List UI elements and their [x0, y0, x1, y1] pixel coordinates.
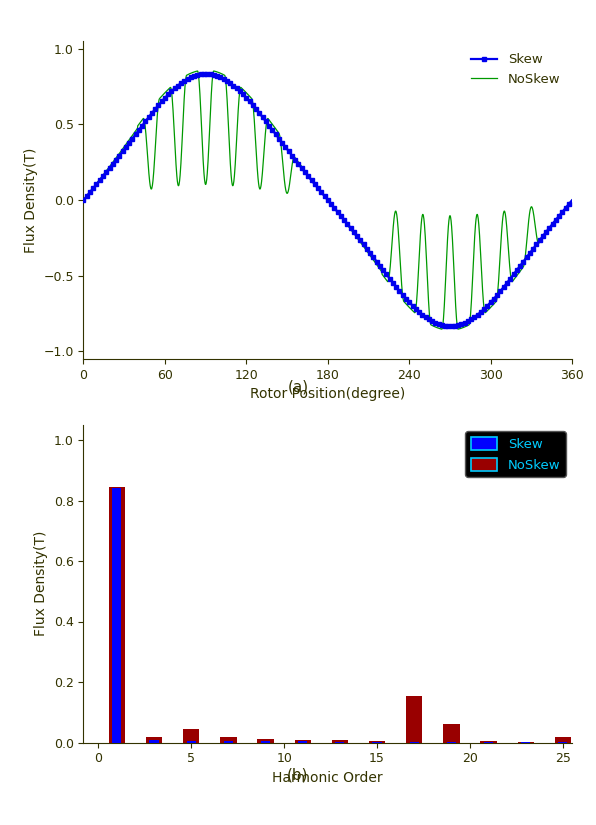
Bar: [108, 487, 125, 742]
Bar: [443, 724, 460, 742]
Skew: [280, 139, 287, 149]
Skew: [184, 74, 191, 84]
Text: (a): (a): [287, 380, 309, 395]
Skew: [263, 117, 270, 127]
NoSkew: [80, 196, 87, 205]
Y-axis label: Flux Density(T): Flux Density(T): [34, 531, 48, 636]
NoSkew: [108, 159, 115, 169]
Line: Skew: Skew: [81, 72, 575, 328]
NoSkew: [282, 183, 289, 193]
Bar: [480, 742, 496, 743]
Bar: [112, 488, 122, 742]
NoSkew: [280, 161, 287, 171]
Skew: [414, 305, 421, 315]
Bar: [224, 742, 233, 743]
X-axis label: Rotor Position(degree): Rotor Position(degree): [250, 387, 405, 401]
Bar: [146, 737, 162, 742]
Bar: [406, 695, 423, 743]
Bar: [369, 742, 385, 743]
Bar: [555, 737, 571, 742]
Bar: [220, 737, 237, 742]
Legend: Skew, NoSkew: Skew, NoSkew: [465, 48, 566, 91]
Legend: Skew, NoSkew: Skew, NoSkew: [465, 431, 566, 477]
NoSkew: [414, 289, 421, 299]
Bar: [187, 742, 196, 743]
NoSkew: [194, 66, 201, 76]
X-axis label: Harmonic Order: Harmonic Order: [272, 771, 383, 785]
Skew: [282, 142, 289, 152]
Skew: [80, 196, 87, 205]
Bar: [332, 740, 348, 742]
Line: NoSkew: NoSkew: [83, 71, 572, 329]
Bar: [298, 742, 308, 743]
Bar: [336, 742, 344, 743]
Bar: [261, 741, 270, 742]
Bar: [294, 740, 311, 742]
Skew: [202, 68, 209, 78]
NoSkew: [569, 196, 576, 205]
Bar: [183, 729, 200, 742]
Y-axis label: Flux Density(T): Flux Density(T): [24, 148, 38, 252]
Text: (b): (b): [287, 767, 309, 783]
Bar: [150, 740, 159, 742]
Skew: [569, 196, 576, 205]
NoSkew: [184, 70, 191, 80]
Skew: [446, 322, 454, 332]
Skew: [108, 161, 115, 171]
NoSkew: [263, 119, 270, 129]
NoSkew: [438, 324, 445, 334]
Bar: [257, 738, 274, 742]
